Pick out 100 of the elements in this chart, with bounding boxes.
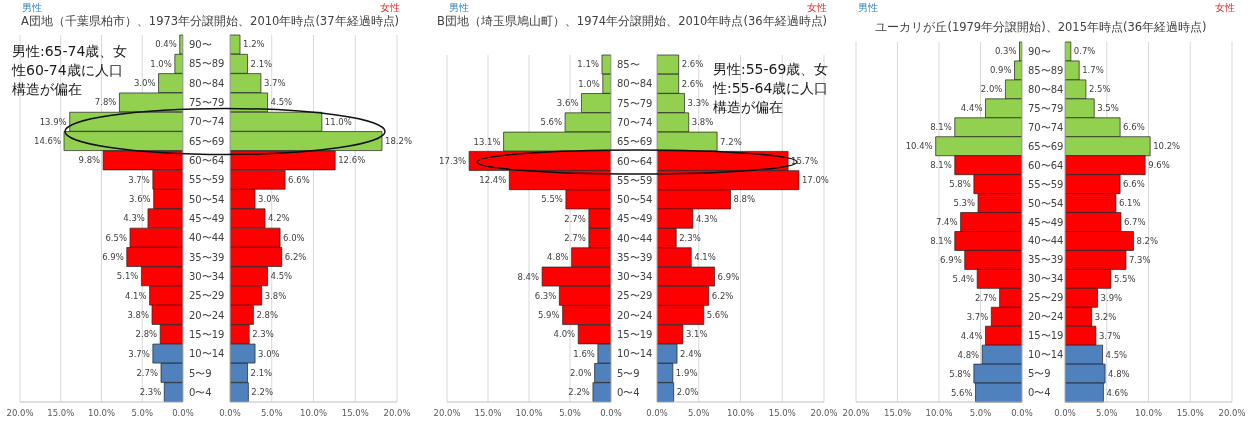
data-label: 1.0% (578, 78, 600, 89)
data-label: 2.3% (679, 232, 701, 243)
data-label: 2.0% (676, 387, 699, 398)
data-label: 8.1% (930, 122, 952, 133)
data-label: 2.8% (135, 329, 158, 340)
text: 男性 (449, 1, 469, 15)
y-tick-label: 65〜69 (1028, 140, 1064, 152)
data-label: 2.5% (1088, 84, 1111, 95)
data-label: 4.1% (694, 252, 716, 263)
y-tick-label: 75〜79 (189, 97, 225, 109)
x-tick-label: 10.0% (1134, 408, 1163, 419)
data-label: 0.4% (155, 39, 177, 50)
y-tick-label: 55〜59 (1028, 178, 1064, 190)
y-tick-label: 45〜49 (1028, 216, 1064, 228)
data-label: 2.1% (250, 58, 273, 69)
data-label: 4.4% (960, 103, 983, 114)
y-tick-label: 70〜74 (617, 116, 653, 128)
data-label: 3.7% (128, 348, 150, 359)
data-label: 2.2% (251, 387, 273, 398)
data-label: 9.8% (78, 155, 101, 166)
x-tick-label: 10.0% (87, 408, 116, 419)
y-tick-label: 15〜19 (1028, 330, 1064, 342)
y-tick-label: 70〜74 (1028, 121, 1064, 133)
y-tick-label: 65〜69 (189, 135, 225, 147)
annotation: 男性:55-69歳、女性:55-64歳に人口構造が偏在 (713, 60, 830, 117)
data-label: 4.3% (123, 213, 145, 224)
data-label: 2.8% (256, 309, 278, 320)
x-tick-label: 20.0% (433, 408, 461, 419)
data-label: 2.0% (569, 367, 592, 378)
x-tick-label: 10.0% (726, 408, 755, 419)
y-tick-label: 15〜19 (617, 329, 653, 341)
data-label: 3.7% (1098, 330, 1121, 341)
data-label: 4.5% (270, 97, 293, 108)
text: 女性 (807, 1, 827, 15)
data-label: 8.1% (930, 160, 952, 171)
y-tick-label: 35〜39 (1028, 254, 1064, 266)
data-label: 3.7% (966, 311, 989, 322)
data-label: 9.6% (1148, 160, 1170, 171)
data-label: 5.6% (950, 387, 973, 398)
data-label: 2.6% (681, 59, 704, 70)
y-tick-label: 5〜9 (617, 367, 640, 379)
data-label: 6.6% (1123, 179, 1145, 190)
x-tick-label: 5.0% (1095, 408, 1118, 419)
y-tick-label: 45〜49 (189, 213, 225, 224)
data-label: 4.0% (553, 329, 576, 340)
data-label: 4.5% (1105, 349, 1128, 360)
data-label: 5.6% (706, 310, 729, 321)
y-tick-label: 60〜64 (1028, 159, 1064, 171)
x-tick-label: 0.0% (1054, 408, 1076, 419)
data-label: 6.9% (940, 254, 962, 265)
data-label: 17.3% (439, 155, 467, 166)
text: 男性 (22, 1, 42, 15)
data-label: 5.5% (1113, 273, 1136, 284)
x-tick-label: 0.0% (600, 408, 622, 419)
data-label: 3.8% (691, 117, 714, 128)
y-tick-label: 80〜84 (1028, 83, 1064, 95)
y-tick-label: 30〜34 (189, 270, 225, 282)
data-label: 2.1% (250, 367, 273, 378)
data-label: 1.1% (577, 59, 599, 70)
data-label: 2.7% (564, 213, 586, 224)
y-tick-label: 75〜79 (617, 97, 653, 109)
data-label: 4.8% (1108, 368, 1130, 379)
x-tick-label: 10.0% (925, 408, 953, 419)
y-tick-label: 25〜29 (189, 290, 225, 302)
x-tick-label: 15.0% (1176, 408, 1204, 419)
data-label: 7.2% (720, 136, 742, 147)
data-label: 5.9% (538, 310, 560, 321)
y-tick-label: 60〜64 (189, 155, 225, 167)
y-tick-label: 5〜9 (189, 367, 212, 379)
y-tick-label: 50〜54 (189, 193, 225, 205)
y-tick-label: 85〜89 (1028, 64, 1064, 76)
y-tick-label: 40〜44 (617, 232, 653, 244)
x-tick-label: 20.0% (383, 408, 411, 419)
data-label: 3.5% (1097, 103, 1119, 114)
x-tick-label: 20.0% (810, 408, 838, 419)
x-tick-label: 0.0% (1011, 408, 1033, 419)
y-tick-label: 90〜 (1028, 45, 1051, 57)
data-label: 6.3% (534, 290, 557, 301)
data-label: 1.7% (1082, 65, 1104, 76)
y-tick-label: 0〜4 (189, 386, 212, 398)
data-label: 3.0% (133, 78, 156, 89)
x-tick-label: 15.0% (47, 408, 75, 419)
data-label: 3.2% (1094, 311, 1117, 322)
data-label: 18.2% (384, 136, 412, 147)
x-tick-label: 15.0% (883, 408, 912, 419)
y-tick-label: 80〜84 (189, 77, 225, 89)
y-tick-label: 60〜64 (617, 155, 653, 167)
data-label: 3.8% (127, 309, 150, 320)
x-tick-label: 5.0% (260, 408, 283, 419)
x-tick-label: 15.0% (474, 408, 502, 419)
data-label: 3.1% (685, 329, 708, 340)
data-label: 13.1% (473, 136, 501, 147)
data-label: 13.9% (39, 116, 67, 127)
data-label: 5.6% (540, 117, 563, 128)
x-tick-label: 5.0% (131, 408, 154, 419)
data-label: 11.0% (324, 116, 352, 127)
y-tick-label: 35〜39 (189, 251, 225, 263)
data-label: 8.1% (930, 235, 952, 246)
data-label: 7.3% (1128, 254, 1151, 265)
y-tick-label: 30〜34 (617, 271, 653, 283)
